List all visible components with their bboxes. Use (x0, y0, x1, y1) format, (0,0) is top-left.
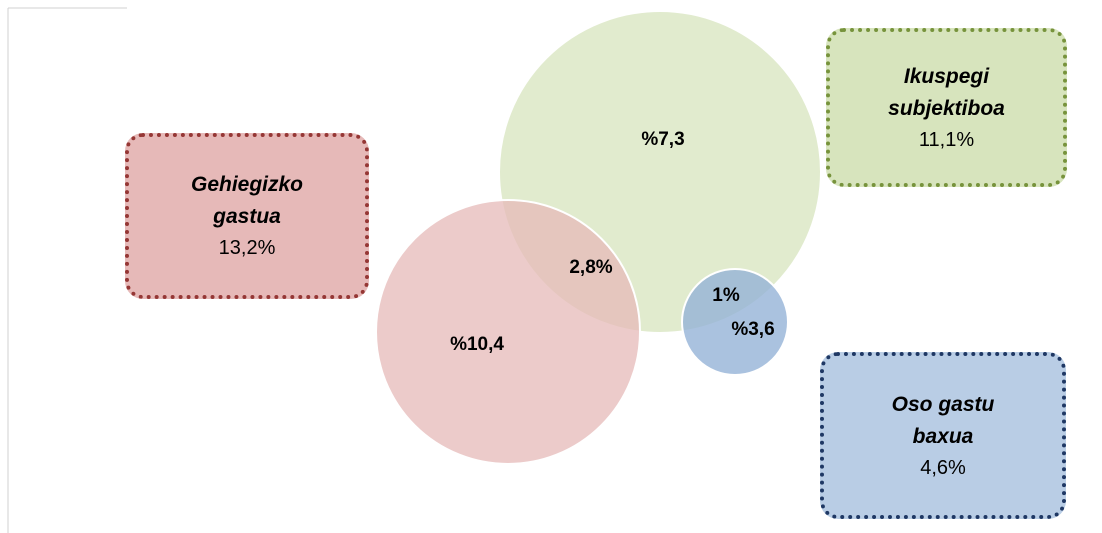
box-title: Ikuspegi subjektiboa (888, 64, 1005, 120)
box-title: Gehiegizko gastua (190, 173, 304, 228)
circle-blue (681, 268, 789, 376)
overlap-label: 2,8% (569, 257, 613, 278)
box-ikuspegi: Ikuspegi subjektiboa 11,1% (826, 28, 1067, 187)
circle-label: %7,3 (641, 129, 685, 150)
circle-pink (375, 199, 641, 465)
box-oso-gastu: Oso gastu baxua 4,6% (820, 352, 1066, 519)
overlap-label: 1% (712, 285, 740, 306)
box-gehiegizko: Gehiegizko gastua 13,2% (125, 133, 369, 299)
box-title: Oso gastu baxua (891, 392, 995, 448)
box-value: 13,2% (218, 237, 276, 259)
box-value: 11,1% (918, 128, 975, 151)
circle-label: %3,6 (731, 319, 775, 340)
box-value: 4,6% (920, 456, 966, 479)
circle-label: %10,4 (450, 334, 504, 355)
